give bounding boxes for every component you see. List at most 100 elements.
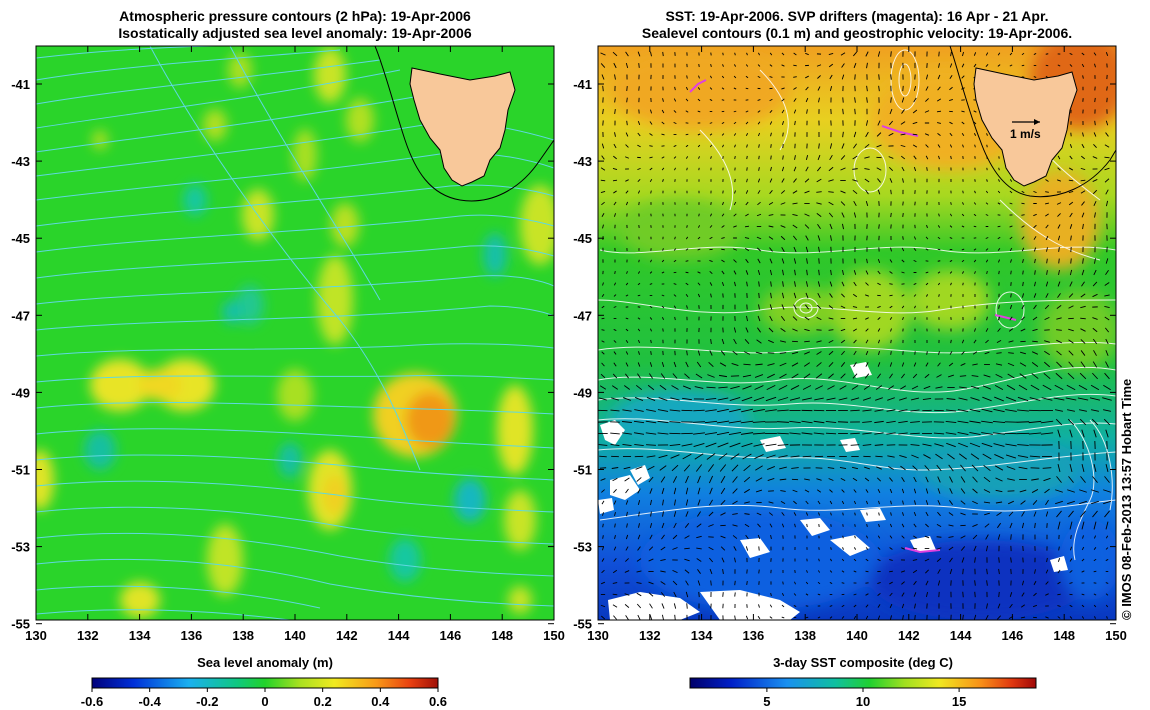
- velocity-vector: [1094, 97, 1096, 103]
- velocity-vector: [601, 362, 605, 367]
- velocity-vector: [767, 363, 775, 366]
- velocity-vector: [1103, 418, 1111, 426]
- velocity-vector: [1042, 384, 1052, 391]
- velocity-vector: [634, 397, 644, 401]
- velocity-vector: [1103, 489, 1111, 493]
- velocity-vector: [962, 591, 964, 598]
- velocity-vector: [671, 385, 679, 390]
- velocity-vector: [890, 97, 892, 103]
- velocity-vector: [936, 122, 942, 124]
- velocity-vector: [1104, 316, 1110, 321]
- velocity-vector: [961, 121, 965, 125]
- velocity-vector: [997, 236, 1001, 240]
- velocity-vector: [781, 247, 785, 252]
- velocity-vector: [695, 373, 703, 379]
- velocity-vector: [998, 167, 1000, 171]
- velocity-vector: [865, 350, 869, 356]
- velocity-vector: [646, 396, 656, 402]
- velocity-vector: [933, 432, 945, 435]
- velocity-vector: [710, 580, 712, 586]
- velocity-vector: [756, 236, 762, 240]
- velocity-vector: [890, 500, 892, 505]
- velocity-vector: [970, 385, 980, 390]
- velocity-vector: [744, 339, 750, 344]
- velocity-vector: [817, 154, 821, 161]
- velocity-vector: [601, 305, 605, 309]
- velocity-vector: [1021, 247, 1025, 252]
- velocity-vector: [997, 202, 1001, 205]
- velocity-vector: [743, 351, 751, 355]
- velocity-vector: [740, 432, 754, 435]
- velocity-vector: [1057, 558, 1061, 562]
- velocity-vector: [710, 64, 712, 67]
- velocity-vector: [1092, 293, 1098, 298]
- velocity-vector: [716, 431, 730, 436]
- velocity-vector: [1081, 143, 1085, 149]
- velocity-vector: [1078, 384, 1088, 391]
- velocity-vector: [1021, 522, 1025, 529]
- velocity-vector: [1080, 179, 1086, 182]
- velocity-vector: [1103, 500, 1111, 505]
- velocity-vector: [1068, 350, 1074, 356]
- velocity-vector: [1093, 593, 1097, 596]
- velocity-vector: [985, 534, 989, 540]
- velocity-vector: [949, 500, 953, 505]
- velocity-vector: [685, 361, 689, 368]
- velocity-vector: [842, 512, 844, 516]
- velocity-vector: [1058, 269, 1060, 276]
- right-ytick-label: -51: [573, 463, 592, 478]
- velocity-vector: [769, 604, 773, 608]
- velocity-vector: [684, 535, 690, 539]
- velocity-vector: [1092, 361, 1098, 368]
- velocity-vector: [910, 409, 920, 412]
- velocity-vector: [794, 581, 796, 585]
- velocity-vector: [708, 546, 714, 551]
- velocity-vector: [948, 512, 954, 516]
- velocity-vector: [613, 488, 617, 494]
- velocity-vector: [637, 362, 641, 367]
- velocity-vector: [766, 384, 776, 391]
- left-title-line1: Atmospheric pressure contours (2 hPa): 1…: [119, 8, 471, 24]
- velocity-vector: [875, 397, 883, 401]
- velocity-vector: [1093, 535, 1097, 539]
- velocity-vector: [850, 409, 860, 412]
- left-xtick-label: 150: [543, 628, 565, 643]
- velocity-vector: [986, 133, 988, 136]
- velocity-vector: [768, 512, 774, 516]
- velocity-vector: [685, 248, 689, 251]
- velocity-vector: [974, 328, 976, 332]
- velocity-vector: [1021, 64, 1025, 67]
- velocity-vector: [612, 179, 618, 182]
- velocity-vector: [962, 202, 964, 205]
- velocity-vector: [829, 86, 833, 91]
- velocity-vector: [625, 51, 629, 57]
- velocity-vector: [804, 224, 810, 229]
- velocity-vector: [983, 374, 991, 378]
- velocity-vector: [1034, 270, 1036, 275]
- velocity-vector: [877, 317, 881, 320]
- velocity-vector: [997, 248, 1001, 251]
- velocity-vector: [816, 340, 822, 343]
- velocity-vector: [828, 166, 834, 172]
- velocity-vector: [888, 156, 894, 159]
- velocity-vector: [913, 155, 917, 160]
- velocity-vector: [709, 260, 713, 262]
- velocity-vector: [914, 603, 916, 609]
- velocity-vector: [673, 522, 677, 529]
- velocity-vector: [853, 350, 857, 356]
- velocity-vector: [1093, 464, 1097, 472]
- velocity-vector: [602, 224, 604, 229]
- velocity-vector: [1081, 212, 1085, 218]
- velocity-vector: [686, 350, 688, 356]
- velocity-vector: [960, 488, 966, 494]
- velocity-vector: [710, 202, 712, 205]
- velocity-vector: [1068, 328, 1074, 332]
- velocity-vector: [781, 258, 785, 264]
- velocity-vector: [697, 110, 701, 113]
- velocity-vector: [926, 224, 928, 229]
- velocity-vector: [636, 603, 642, 609]
- velocity-vector: [745, 534, 749, 540]
- velocity-vector: [804, 478, 810, 481]
- velocity-vector: [1009, 190, 1013, 194]
